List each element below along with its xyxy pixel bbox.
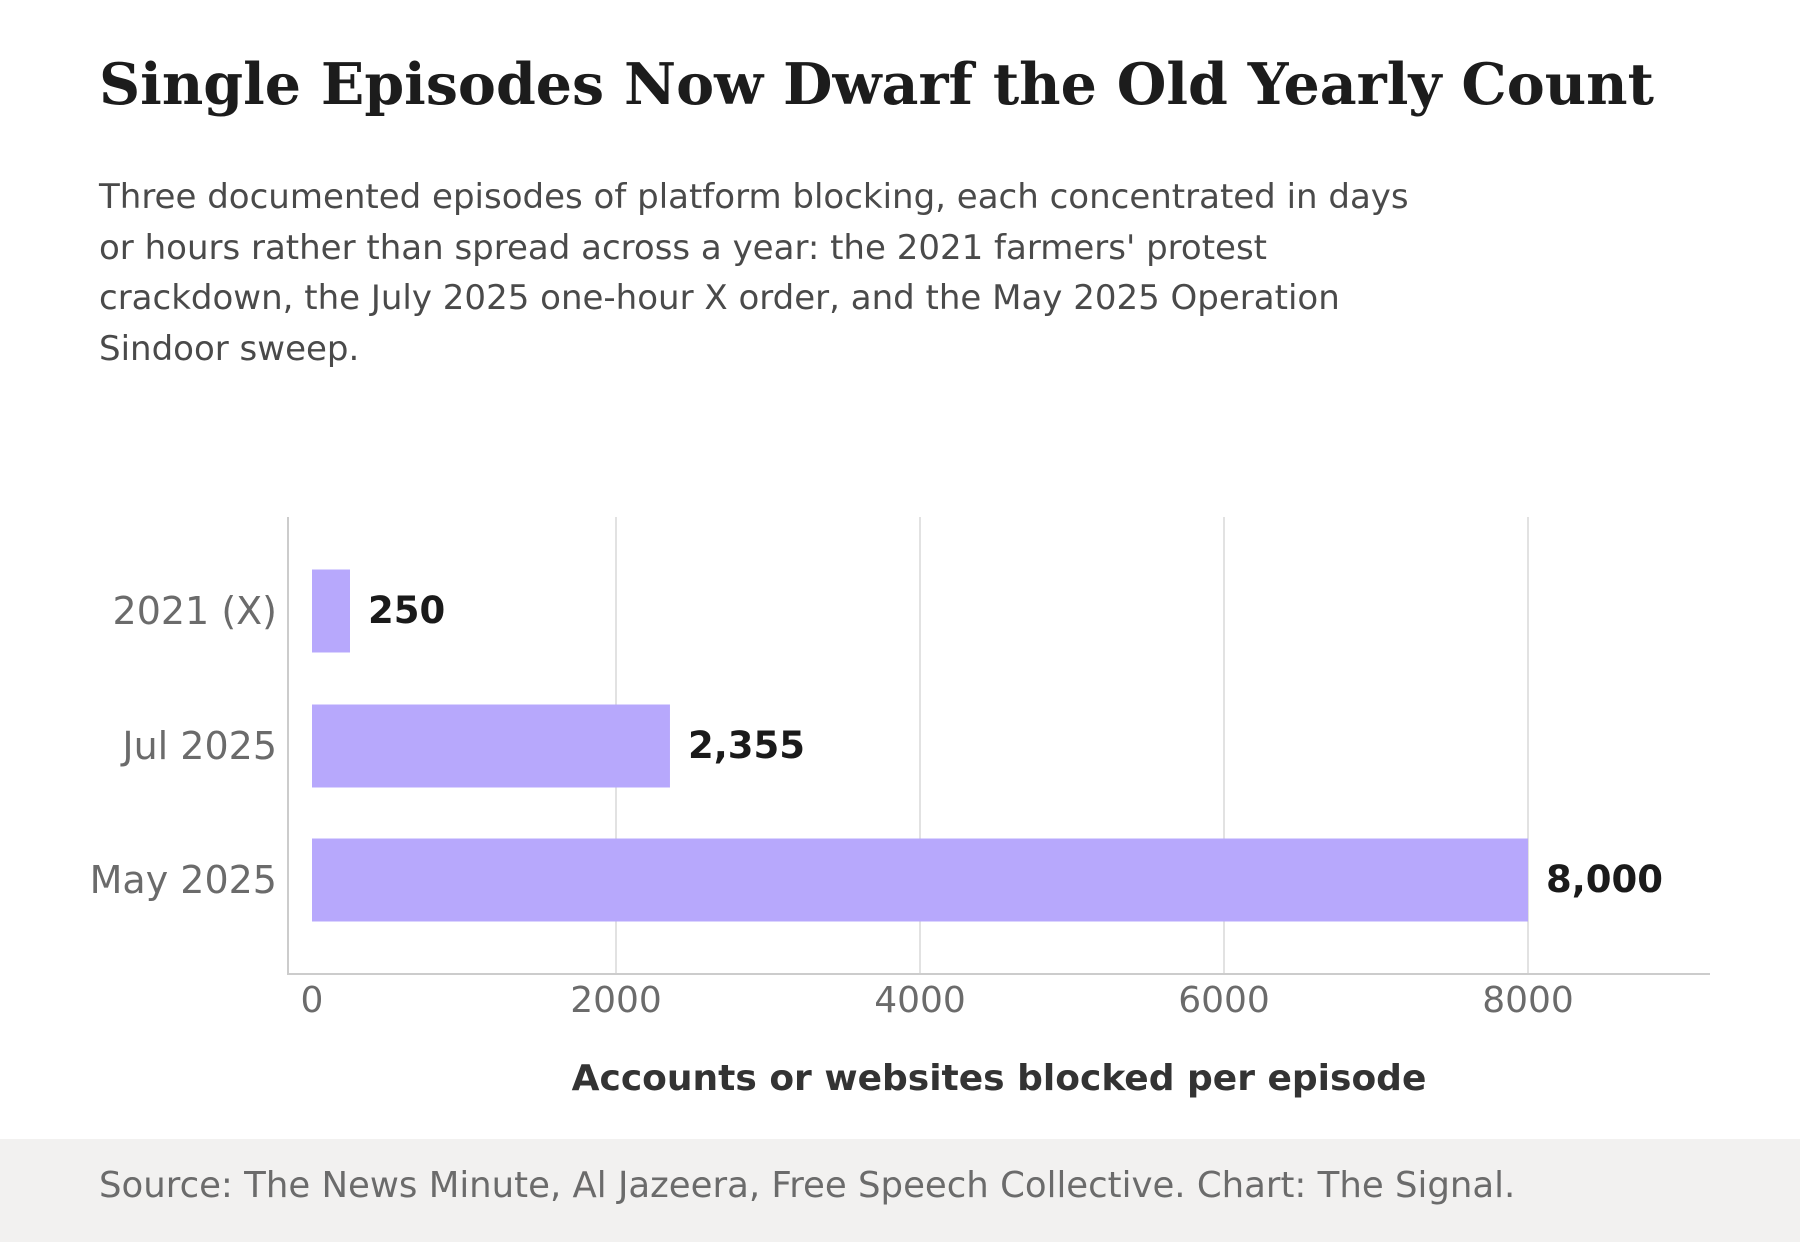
bars xyxy=(312,569,1528,922)
chart-title: Single Episodes Now Dwarf the Old Yearly… xyxy=(99,51,1654,118)
source-note: Source: The News Minute, Al Jazeera, Fre… xyxy=(99,1165,1516,1206)
y-tick-labels: 2021 (X) Jul 2025 May 2025 xyxy=(90,589,277,902)
chart-subtitle: Three documented episodes of platform bl… xyxy=(99,177,1409,369)
x-tick-label: 4000 xyxy=(874,980,966,1021)
x-tick-label: 8000 xyxy=(1482,980,1574,1021)
bar xyxy=(312,838,1528,922)
bar xyxy=(312,704,670,788)
y-tick-label: May 2025 xyxy=(90,858,277,902)
y-tick-label: 2021 (X) xyxy=(113,589,277,633)
bar-chart: 250 2,355 8,000 2021 (X) Jul 2025 May 2025 0… xyxy=(90,517,1710,1099)
x-tick-label: 0 xyxy=(301,980,324,1021)
x-tick-label: 6000 xyxy=(1178,980,1270,1021)
bar xyxy=(312,569,350,653)
data-label: 250 xyxy=(368,589,445,632)
y-tick-label: Jul 2025 xyxy=(120,724,277,768)
x-axis-label: Accounts or websites blocked per episode xyxy=(572,1058,1427,1099)
footer: Source: The News Minute, Al Jazeera, Fre… xyxy=(0,1139,1800,1242)
data-label: 8,000 xyxy=(1546,858,1663,901)
x-tick-labels: 0 2000 4000 6000 8000 xyxy=(301,980,1574,1021)
data-label: 2,355 xyxy=(688,724,805,767)
value-labels: 250 2,355 8,000 xyxy=(368,589,1663,901)
x-tick-label: 2000 xyxy=(570,980,662,1021)
